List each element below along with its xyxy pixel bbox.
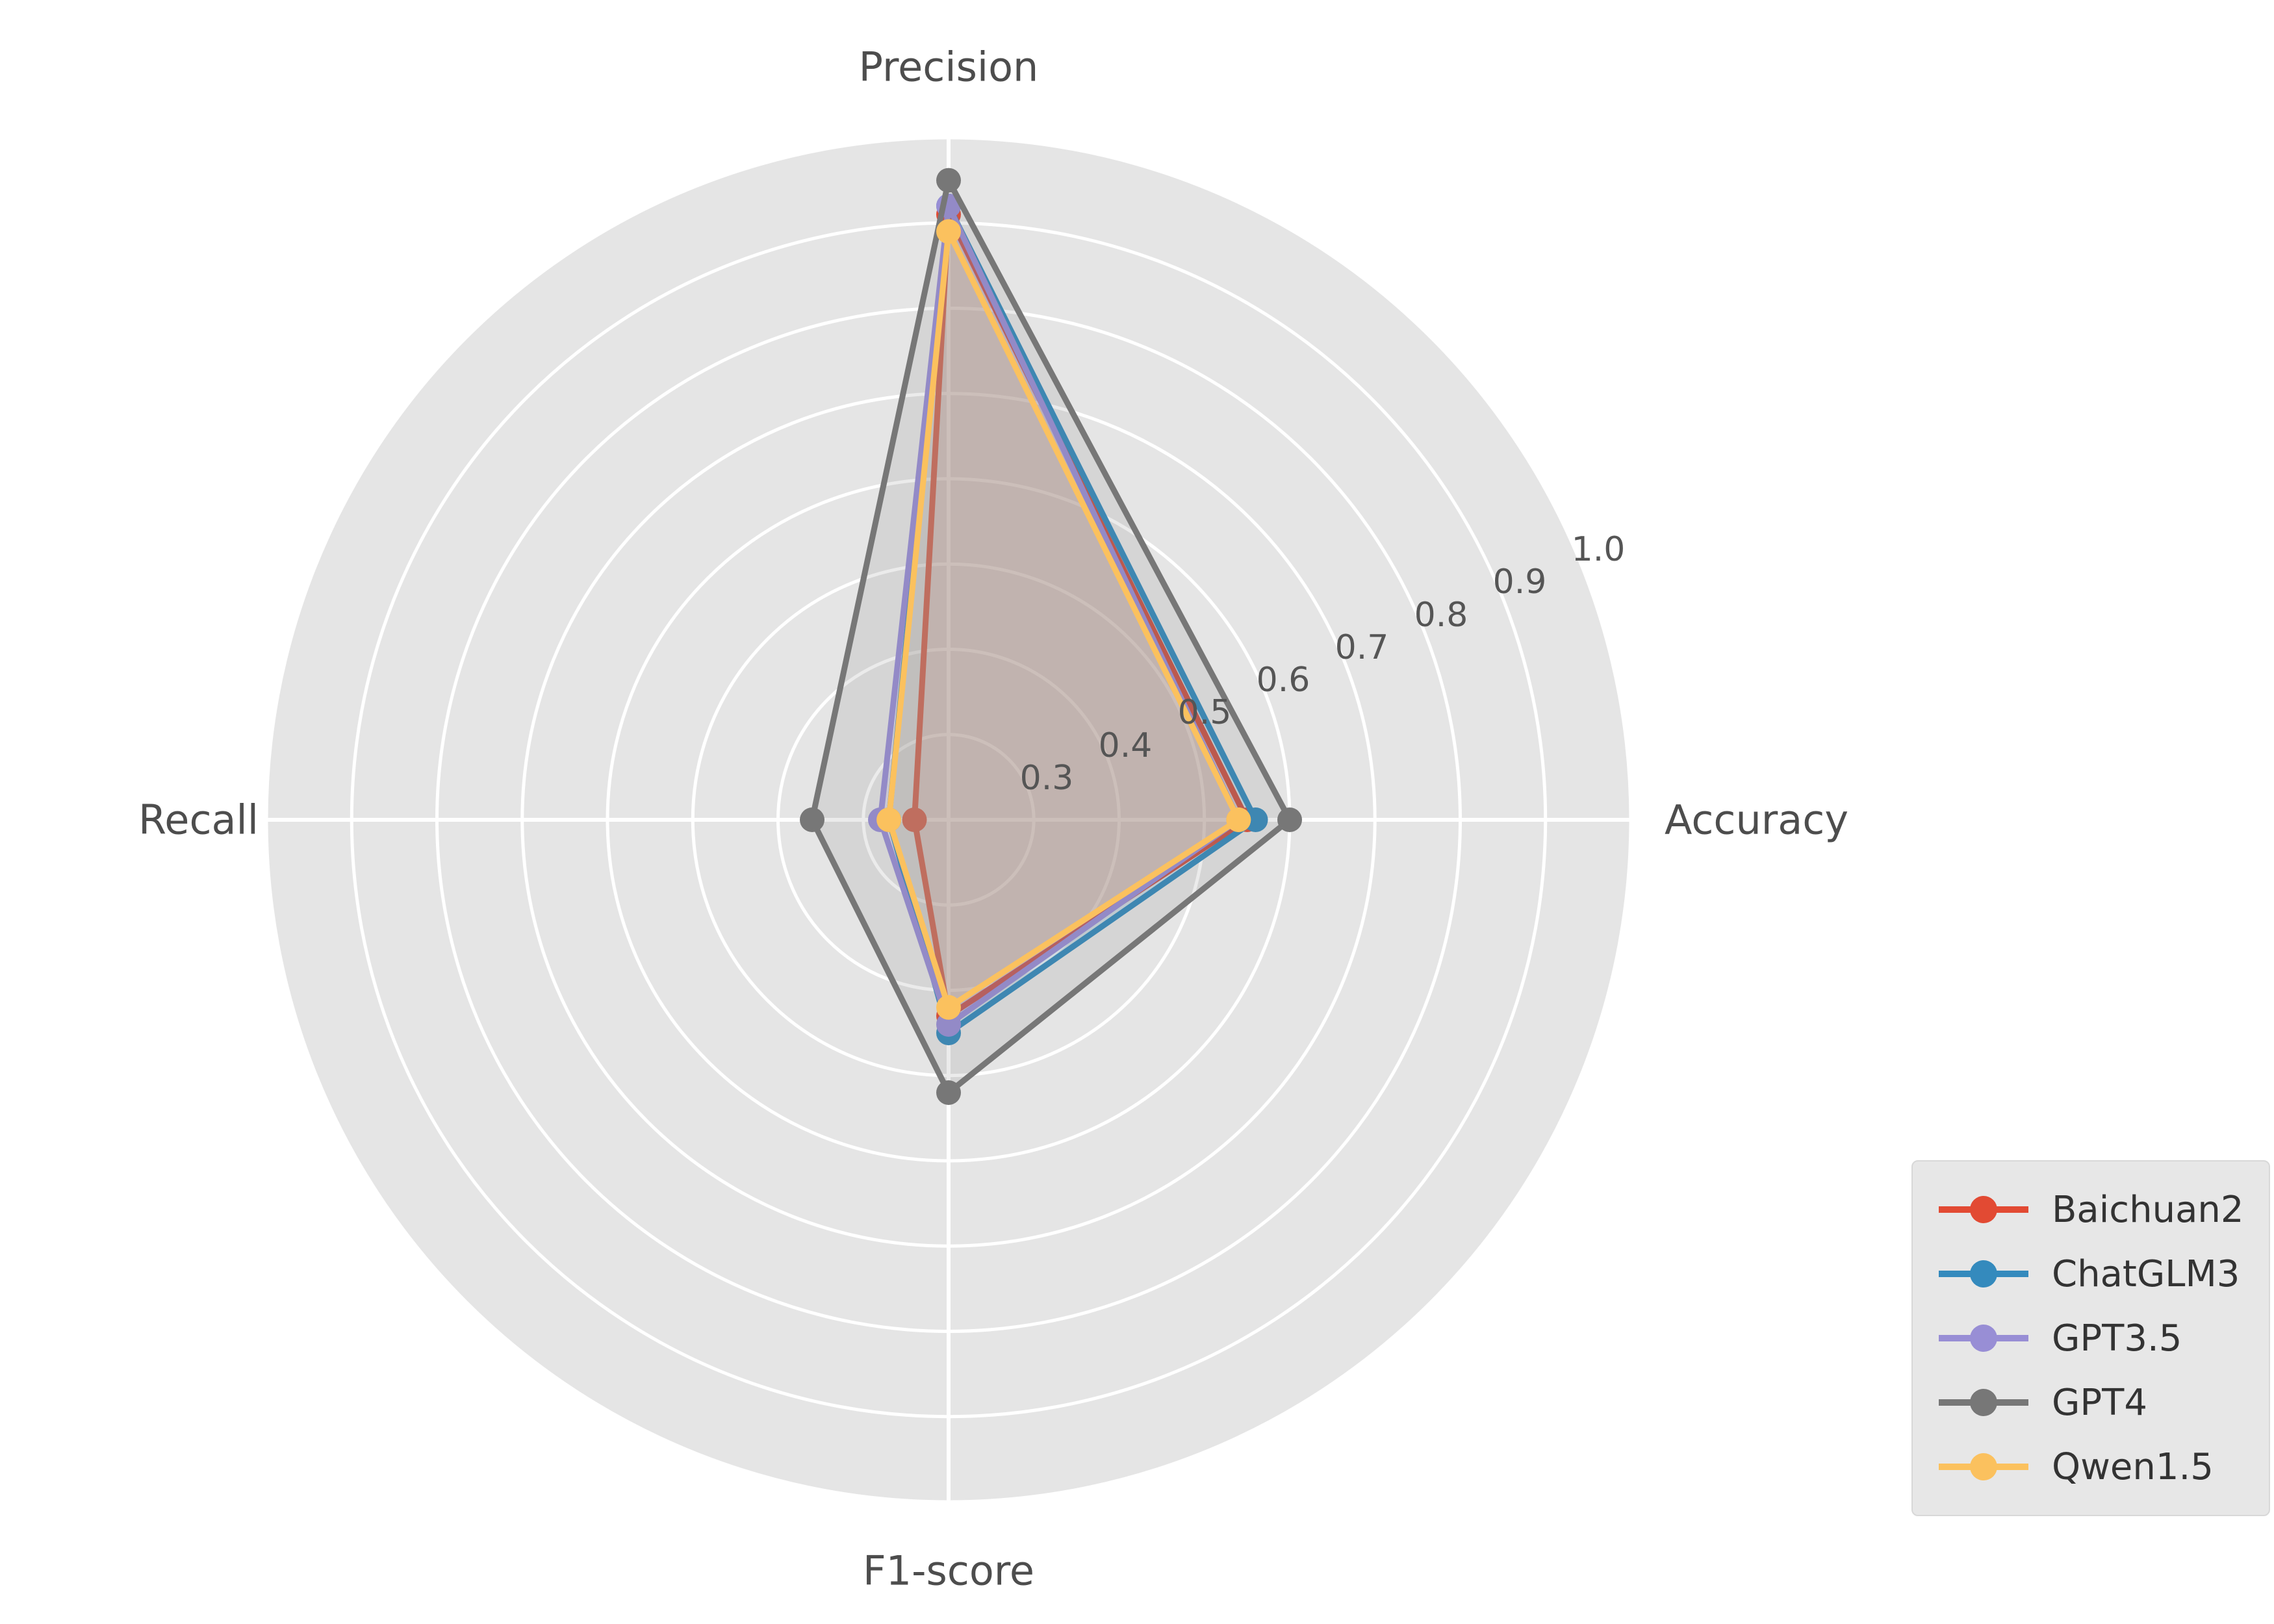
radial-tick-label: 0.8 — [1414, 596, 1468, 635]
radial-tick-label: 0.9 — [1492, 563, 1547, 602]
legend-label: GPT4 — [2052, 1381, 2147, 1424]
legend-marker-icon — [1939, 1260, 2028, 1288]
legend-item-GPT3.5: GPT3.5 — [1935, 1307, 2247, 1369]
data-point-GPT4 — [936, 1080, 961, 1105]
legend-label: ChatGLM3 — [2052, 1252, 2240, 1295]
axis-label-recall: Recall — [138, 796, 259, 844]
data-point-GPT3.5 — [936, 1012, 961, 1037]
data-point-Qwen1.5 — [1226, 807, 1251, 832]
data-point-Qwen1.5 — [936, 995, 961, 1020]
legend-item-Qwen1.5: Qwen1.5 — [1935, 1436, 2247, 1498]
radial-tick-label: 1.0 — [1571, 530, 1626, 569]
legend-label: Qwen1.5 — [2052, 1445, 2214, 1488]
legend-marker-icon — [1939, 1325, 2028, 1352]
legend-marker-icon — [1939, 1453, 2028, 1480]
radial-tick-label: 0.4 — [1098, 726, 1153, 765]
legend-item-GPT4: GPT4 — [1935, 1371, 2247, 1434]
radial-tick-label: 0.3 — [1019, 759, 1074, 798]
radial-tick-label: 0.7 — [1335, 628, 1389, 667]
radial-tick-label: 0.5 — [1177, 693, 1232, 732]
legend-item-Baichuan2: Baichuan2 — [1935, 1178, 2247, 1241]
axis-label-f1-score: F1-score — [862, 1547, 1035, 1595]
data-point-Baichuan2 — [902, 807, 927, 832]
legend-item-ChatGLM3: ChatGLM3 — [1935, 1243, 2247, 1305]
legend-label: Baichuan2 — [2052, 1188, 2244, 1231]
legend-label: GPT3.5 — [2052, 1317, 2182, 1360]
axis-label-accuracy: Accuracy — [1665, 796, 1849, 844]
data-point-Qwen1.5 — [876, 807, 902, 832]
axis-label-precision: Precision — [858, 43, 1039, 91]
data-point-GPT4 — [800, 807, 824, 832]
legend-marker-icon — [1939, 1196, 2028, 1223]
data-point-ChatGLM3 — [1243, 807, 1268, 832]
data-point-GPT4 — [1277, 807, 1302, 832]
radial-tick-label: 0.6 — [1256, 661, 1310, 700]
legend-marker-icon — [1939, 1389, 2028, 1416]
legend: Baichuan2 ChatGLM3 GPT3.5 GPT4 Qwen1.5 — [1911, 1160, 2270, 1516]
data-point-GPT4 — [936, 168, 961, 193]
data-point-Qwen1.5 — [936, 219, 961, 244]
